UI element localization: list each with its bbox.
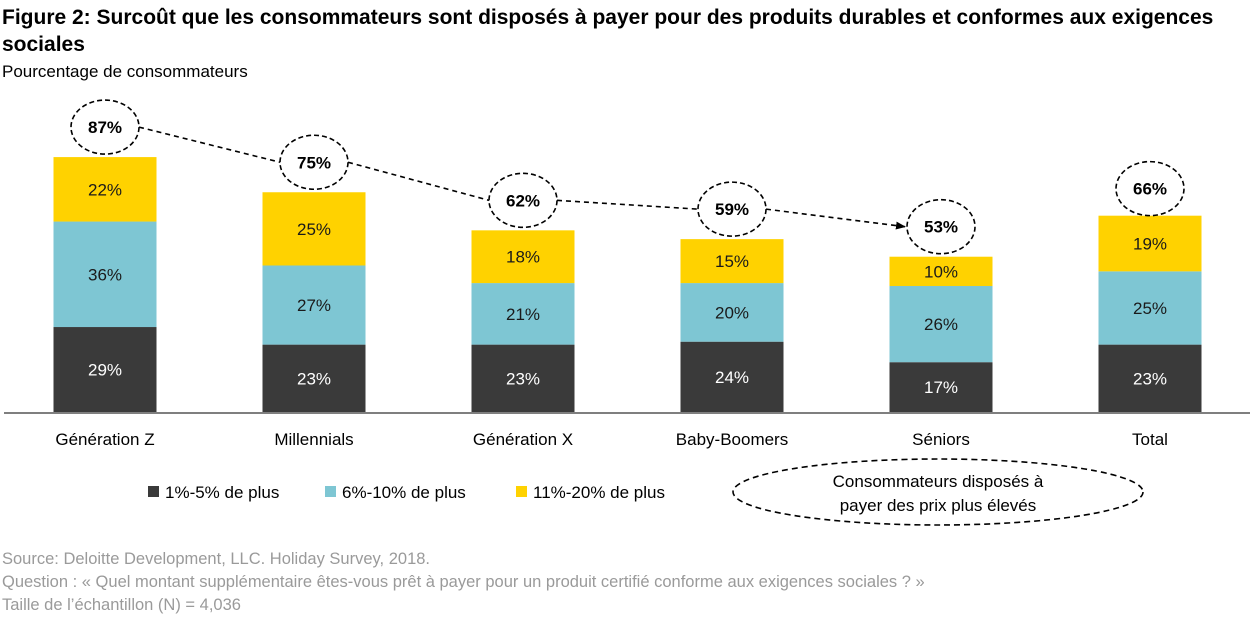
x-tick-label: Total	[1132, 430, 1168, 449]
trend-arrow-segment	[138, 126, 281, 164]
data-label: 23%	[506, 369, 540, 388]
chart-title: Figure 2: Surcoût que les consommateurs …	[2, 6, 1214, 56]
total-label: 75%	[297, 153, 331, 172]
footer: Source: Deloitte Development, LLC. Holid…	[2, 548, 925, 617]
bar-baby-boomers-6-10-de-plus	[680, 283, 784, 342]
bar-total-1-5-de-plus	[1098, 344, 1202, 412]
data-label: 25%	[297, 220, 331, 239]
bar-millennials-11-20-de-plus	[262, 192, 366, 266]
x-tick-label: Baby-Boomers	[676, 430, 788, 449]
bar-generation-x-1-5-de-plus	[471, 344, 575, 412]
data-label: 22%	[88, 180, 122, 199]
bar-seniors-11-20-de-plus	[889, 256, 993, 287]
data-label: 26%	[924, 315, 958, 334]
data-label: 17%	[924, 378, 958, 397]
bar-millennials-6-10-de-plus	[262, 265, 366, 345]
legend-label: 1%-5% de plus	[165, 483, 279, 502]
x-tick-label: Millennials	[274, 430, 353, 449]
data-label: 36%	[88, 265, 122, 284]
total-ellipse	[1115, 160, 1185, 217]
x-tick-label: Séniors	[912, 430, 970, 449]
ellipse-note: Consommateurs disposés à payer des prix p…	[732, 458, 1144, 526]
bar-total-6-10-de-plus	[1098, 271, 1202, 345]
data-label: 23%	[297, 369, 331, 388]
total-ellipse	[488, 172, 558, 229]
bar-seniors-6-10-de-plus	[889, 286, 993, 363]
bar-baby-boomers-11-20-de-plus	[680, 239, 784, 284]
data-label: 20%	[715, 303, 749, 322]
source-note: Source: Deloitte Development, LLC. Holid…	[2, 550, 431, 568]
bar-total-11-20-de-plus	[1098, 215, 1202, 272]
x-tick-label: Génération Z	[55, 430, 154, 449]
note-line-2: payer des prix plus élevés	[840, 496, 1037, 515]
data-label: 27%	[297, 296, 331, 315]
trend-arrow-segment	[765, 208, 906, 230]
bar-seniors-1-5-de-plus	[889, 362, 993, 412]
legend-swatch	[325, 486, 336, 497]
legend: 1%-5% de plus 6%-10% de plus 11%-20% de pl…	[148, 483, 665, 502]
data-label: 10%	[924, 262, 958, 281]
trend-arrow-segment	[347, 161, 490, 202]
chart-subtitle: Pourcentage de consommateurs	[2, 62, 248, 81]
total-label: 62%	[506, 191, 540, 210]
bar-generation-z-11-20-de-plus	[53, 157, 157, 222]
total-label: 66%	[1133, 180, 1167, 199]
data-label: 23%	[1133, 369, 1167, 388]
data-label: 15%	[715, 252, 749, 271]
legend-label: 6%-10% de plus	[342, 483, 466, 502]
total-label: 53%	[924, 218, 958, 237]
total-ellipse	[279, 134, 349, 191]
trend-arrow-segment	[556, 199, 699, 210]
total-ellipse	[697, 181, 767, 237]
data-label: 24%	[715, 368, 749, 387]
note-line-1: Consommateurs disposés à	[833, 472, 1044, 491]
data-label: 21%	[506, 305, 540, 324]
legend-label: 11%-20% de plus	[533, 483, 665, 502]
bars-group: 29% 36% 22% Génération Z 23% 27% 25% Millennial…	[53, 157, 1202, 449]
data-label: 18%	[506, 248, 540, 267]
data-label: 25%	[1133, 299, 1167, 318]
bar-generation-z-6-10-de-plus	[53, 221, 157, 328]
total-label: 87%	[88, 118, 122, 137]
bar-millennials-1-5-de-plus	[262, 344, 366, 412]
bar-generation-z-1-5-de-plus	[53, 327, 157, 412]
x-tick-label: Génération X	[473, 430, 573, 449]
sample-size-note: Taille de l’échantillon (N) = 4,036	[2, 596, 241, 614]
bar-generation-x-6-10-de-plus	[471, 283, 575, 345]
totals-group: 87% 75% 62% 59% 53% 66%	[70, 99, 1185, 255]
note-ellipse	[732, 458, 1144, 526]
data-label: 29%	[88, 361, 122, 380]
legend-swatch	[516, 486, 527, 497]
stacked-bar-chart: 29% 36% 22% Génération Z 23% 27% 25% Millennial…	[4, 99, 1250, 526]
total-ellipse	[906, 198, 976, 255]
total-ellipse	[70, 99, 140, 155]
data-label: 19%	[1133, 235, 1167, 254]
legend-swatch	[148, 486, 159, 497]
total-label: 59%	[715, 200, 749, 219]
bar-generation-x-11-20-de-plus	[471, 230, 575, 284]
question-note: Question : « Quel montant supplémentaire…	[2, 573, 925, 591]
bar-baby-boomers-1-5-de-plus	[680, 341, 784, 412]
